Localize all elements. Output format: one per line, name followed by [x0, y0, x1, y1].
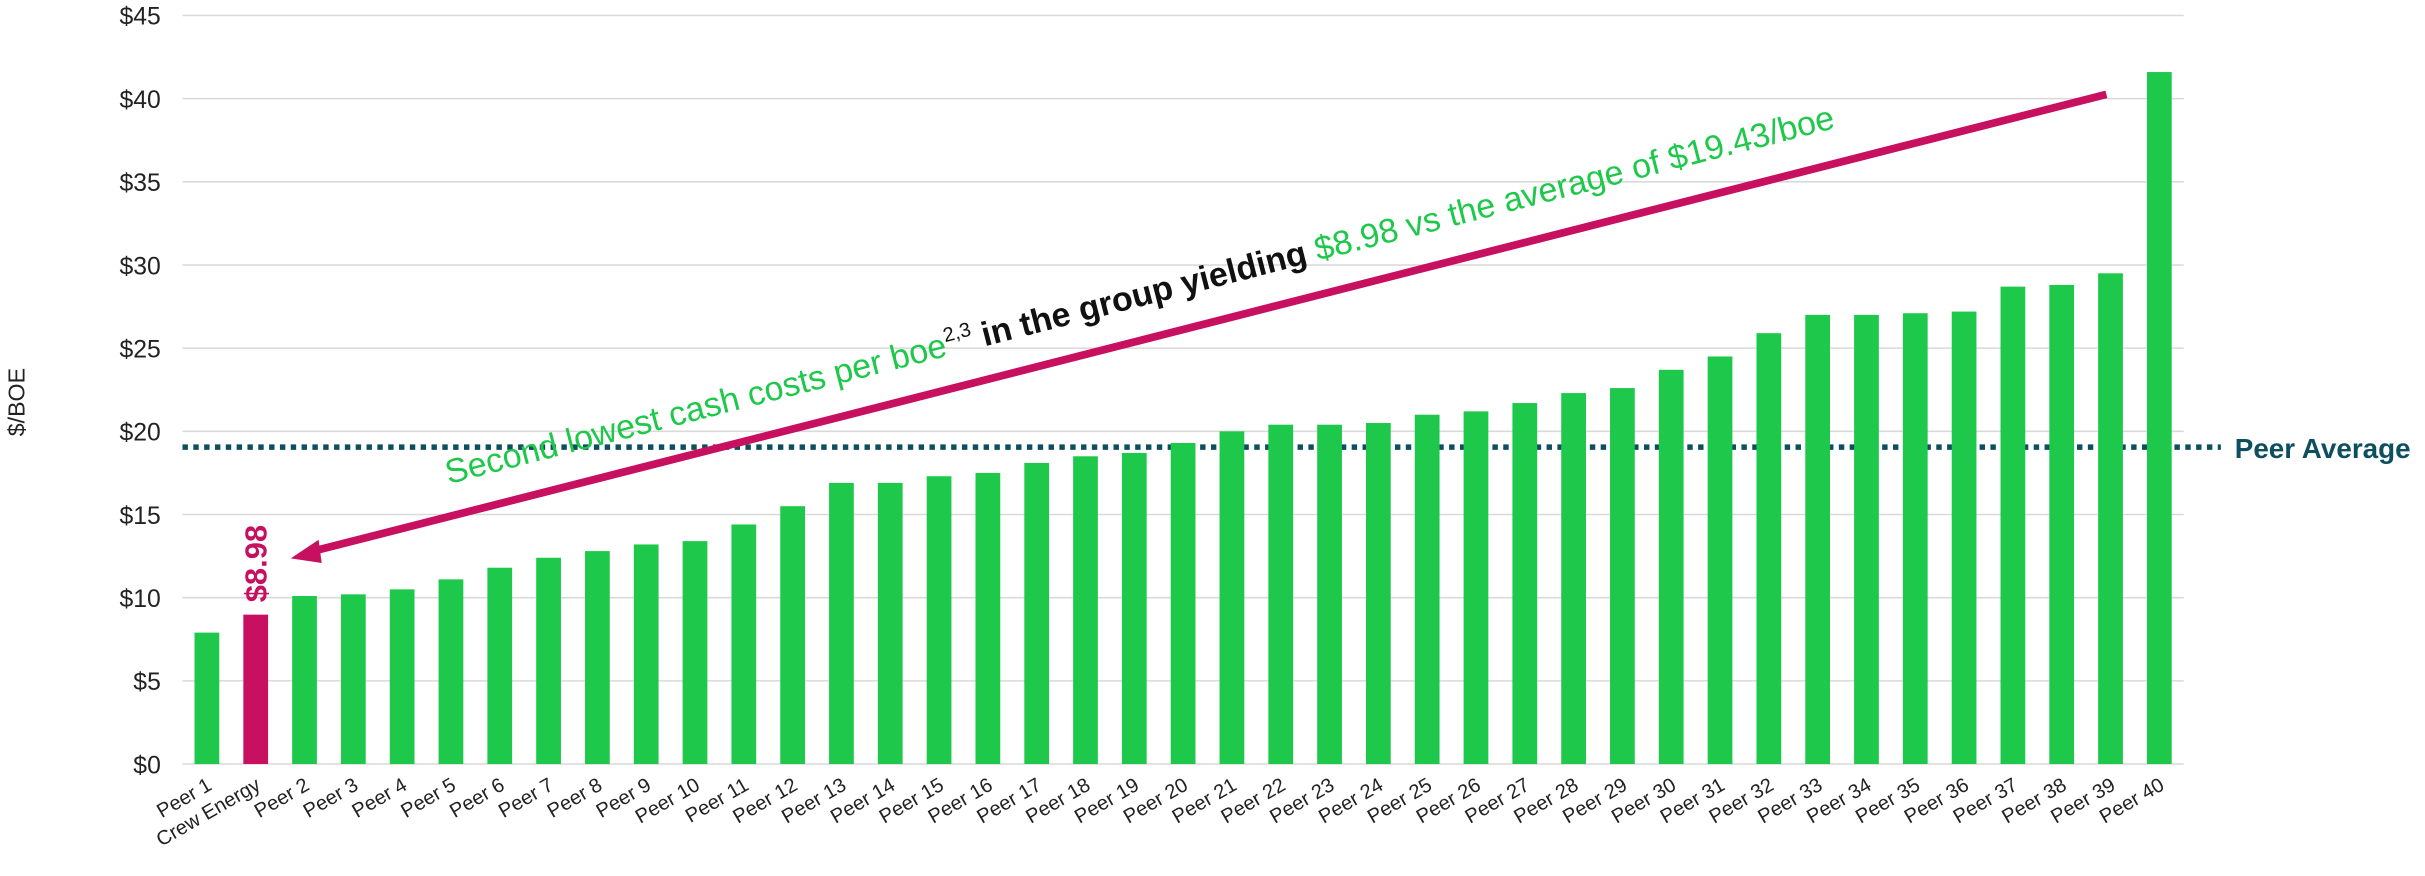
- bar: [2000, 286, 2026, 765]
- bar: [1268, 424, 1294, 765]
- bar: [438, 579, 464, 765]
- bar: [585, 551, 610, 765]
- y-tick-label: $10: [120, 586, 161, 613]
- y-tick-label: $0: [133, 752, 161, 779]
- bar: [877, 482, 903, 765]
- bar: [1365, 423, 1391, 765]
- bar: [975, 472, 1001, 765]
- bar: [1658, 369, 1684, 765]
- bar: [1610, 388, 1635, 765]
- bar: [1561, 393, 1586, 765]
- bar: [731, 524, 757, 765]
- bar: [292, 596, 317, 765]
- bar: [487, 567, 513, 765]
- arrow-head: [290, 539, 322, 563]
- bar: [1414, 414, 1440, 765]
- reference-label: Peer Average: [2235, 433, 2411, 464]
- bar: [194, 632, 220, 765]
- value-label: $8.98: [239, 525, 274, 602]
- x-tick-label: Peer 2: [251, 774, 313, 823]
- y-tick-label: $40: [120, 87, 161, 114]
- bar: [1756, 333, 1782, 765]
- bar: [340, 594, 366, 765]
- bar: [2098, 273, 2123, 765]
- x-tick-label: Peer 3: [300, 774, 362, 823]
- x-tick-label: Peer 5: [397, 774, 459, 823]
- bar: [780, 506, 806, 765]
- x-tick-label: Peer 7: [495, 774, 557, 823]
- y-tick-label: $30: [120, 253, 161, 280]
- y-tick-label: $5: [133, 669, 161, 696]
- y-axis-title: $/BOE: [4, 368, 30, 436]
- y-tick-label: $45: [120, 4, 161, 31]
- y-tick-label: $25: [120, 336, 161, 363]
- bar: [1073, 456, 1098, 765]
- x-tick-label: Peer 8: [544, 774, 606, 823]
- bar: [1707, 356, 1733, 765]
- bar: [2049, 284, 2075, 765]
- bar: [829, 482, 854, 765]
- bar: [1219, 431, 1245, 765]
- bar: [1951, 311, 1977, 765]
- bar: [1463, 411, 1489, 765]
- x-tick-label: Peer 6: [446, 774, 508, 823]
- bar: [1170, 442, 1196, 765]
- bar: [1024, 462, 1050, 765]
- bar: [1121, 452, 1147, 765]
- bar: [536, 557, 561, 765]
- bar: [1512, 403, 1538, 765]
- bar: [926, 476, 952, 765]
- annotation-arrow: [308, 90, 2108, 556]
- bar: [1805, 314, 1831, 765]
- bar: [682, 541, 708, 765]
- bar: [243, 614, 269, 765]
- x-tick-label: Peer 4: [349, 774, 411, 823]
- bar: [1902, 313, 1928, 765]
- bar: [1317, 424, 1342, 765]
- y-tick-label: $20: [120, 420, 161, 447]
- bar: [2146, 72, 2172, 765]
- bar: [633, 544, 659, 765]
- y-tick-label: $35: [120, 170, 161, 197]
- y-tick-label: $15: [120, 503, 161, 530]
- bar: [389, 589, 415, 765]
- bar: [1854, 314, 1879, 765]
